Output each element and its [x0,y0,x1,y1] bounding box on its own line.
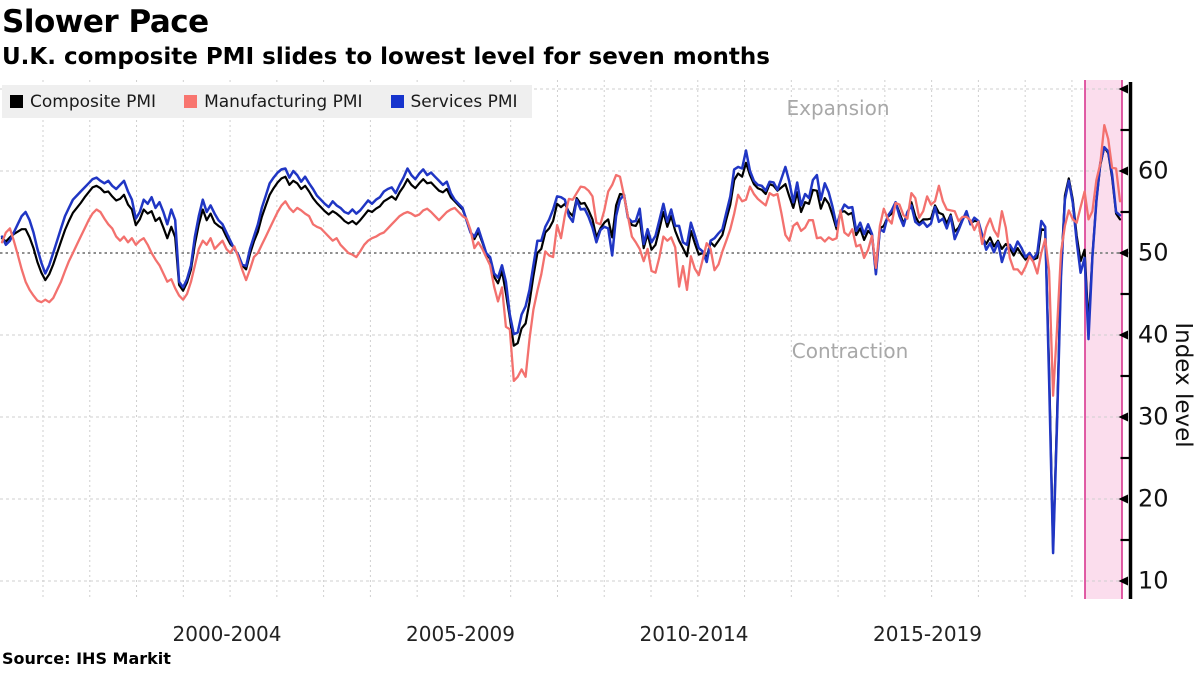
x-tick-label-2010-2014: 2010-2014 [639,622,749,646]
y-tick-label-30: 30 [1138,402,1169,431]
services-pmi-line [0,145,1122,555]
x-tick-label-2015-2019: 2015-2019 [872,622,983,646]
contraction-annotation: Contraction [791,339,909,363]
legend-label-manufacturing: Manufacturing PMI [204,91,363,112]
legend-label-composite: Composite PMI [30,91,157,112]
legend-item-manufacturing: Manufacturing PMI [184,91,363,112]
major-tick-arrow [1118,494,1128,504]
composite-swatch-icon [10,95,23,108]
legend-item-composite: Composite PMI [10,92,156,112]
manufacturing-pmi-line [0,123,1122,397]
x-tick-label-2000-2004: 2000-2004 [172,622,282,646]
major-tick-arrow [1118,412,1128,422]
y-tick-label-40: 40 [1138,320,1169,349]
legend-label-services: Services PMI [410,91,518,112]
x-tick-label-2005-2009: 2005-2009 [405,622,516,646]
y-tick-label-20: 20 [1138,484,1169,513]
major-tick-arrow [1118,330,1128,340]
major-tick-arrow [1118,166,1128,176]
major-tick-arrow [1118,84,1128,94]
chart-legend: Composite PMI Manufacturing PMI Services… [2,85,532,118]
composite-pmi-line [0,146,1122,551]
expansion-annotation: Expansion [786,96,890,120]
highlight-band [1085,80,1122,599]
manufacturing-swatch-icon [184,95,198,108]
major-tick-arrow [1118,248,1128,258]
source-credit: Source: IHS Markit [2,649,171,668]
page-title: Slower Pace [2,4,209,40]
major-tick-arrow [1118,576,1128,586]
legend-item-services: Services PMI [390,91,518,112]
y-tick-label-10: 10 [1138,566,1169,595]
services-swatch-icon [390,95,404,108]
y-axis-title: Index level [1170,322,1196,448]
y-tick-label-60: 60 [1138,156,1169,185]
y-tick-label-50: 50 [1138,238,1169,267]
page-subtitle: U.K. composite PMI slides to lowest leve… [2,44,770,70]
